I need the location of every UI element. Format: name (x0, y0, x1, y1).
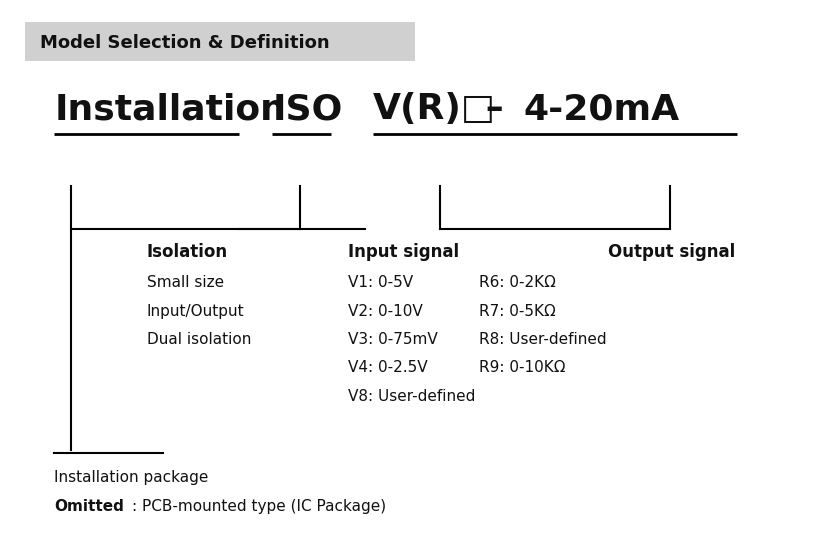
Text: ISO: ISO (272, 92, 343, 126)
Text: Isolation: Isolation (147, 243, 228, 261)
Text: Omitted: Omitted (54, 499, 124, 514)
Text: R6: 0-2KΩ: R6: 0-2KΩ (479, 275, 556, 290)
Text: R7: 0-5KΩ: R7: 0-5KΩ (479, 304, 556, 319)
Text: V4: 0-2.5V: V4: 0-2.5V (348, 360, 427, 376)
Text: V(R)□: V(R)□ (373, 92, 496, 126)
Text: Input/Output: Input/Output (147, 304, 244, 319)
Text: V3: 0-75mV: V3: 0-75mV (348, 332, 437, 347)
Text: Installation package: Installation package (54, 470, 209, 485)
Text: V2: 0-10V: V2: 0-10V (348, 304, 422, 319)
Text: R8: User-defined: R8: User-defined (479, 332, 607, 347)
Text: 4-20mA: 4-20mA (524, 92, 680, 126)
Text: –: – (473, 92, 517, 126)
Text: Installation: Installation (54, 92, 287, 126)
FancyBboxPatch shape (25, 22, 415, 61)
Text: Input signal: Input signal (348, 243, 459, 261)
Text: Output signal: Output signal (608, 243, 735, 261)
Text: Model Selection & Definition: Model Selection & Definition (40, 33, 330, 52)
Text: V1: 0-5V: V1: 0-5V (348, 275, 413, 290)
Text: R9: 0-10KΩ: R9: 0-10KΩ (479, 360, 566, 376)
Text: Small size: Small size (147, 275, 224, 290)
Text: Dual isolation: Dual isolation (147, 332, 251, 347)
Text: V8: User-defined: V8: User-defined (348, 389, 475, 404)
Text: : PCB-mounted type (IC Package): : PCB-mounted type (IC Package) (132, 499, 386, 514)
